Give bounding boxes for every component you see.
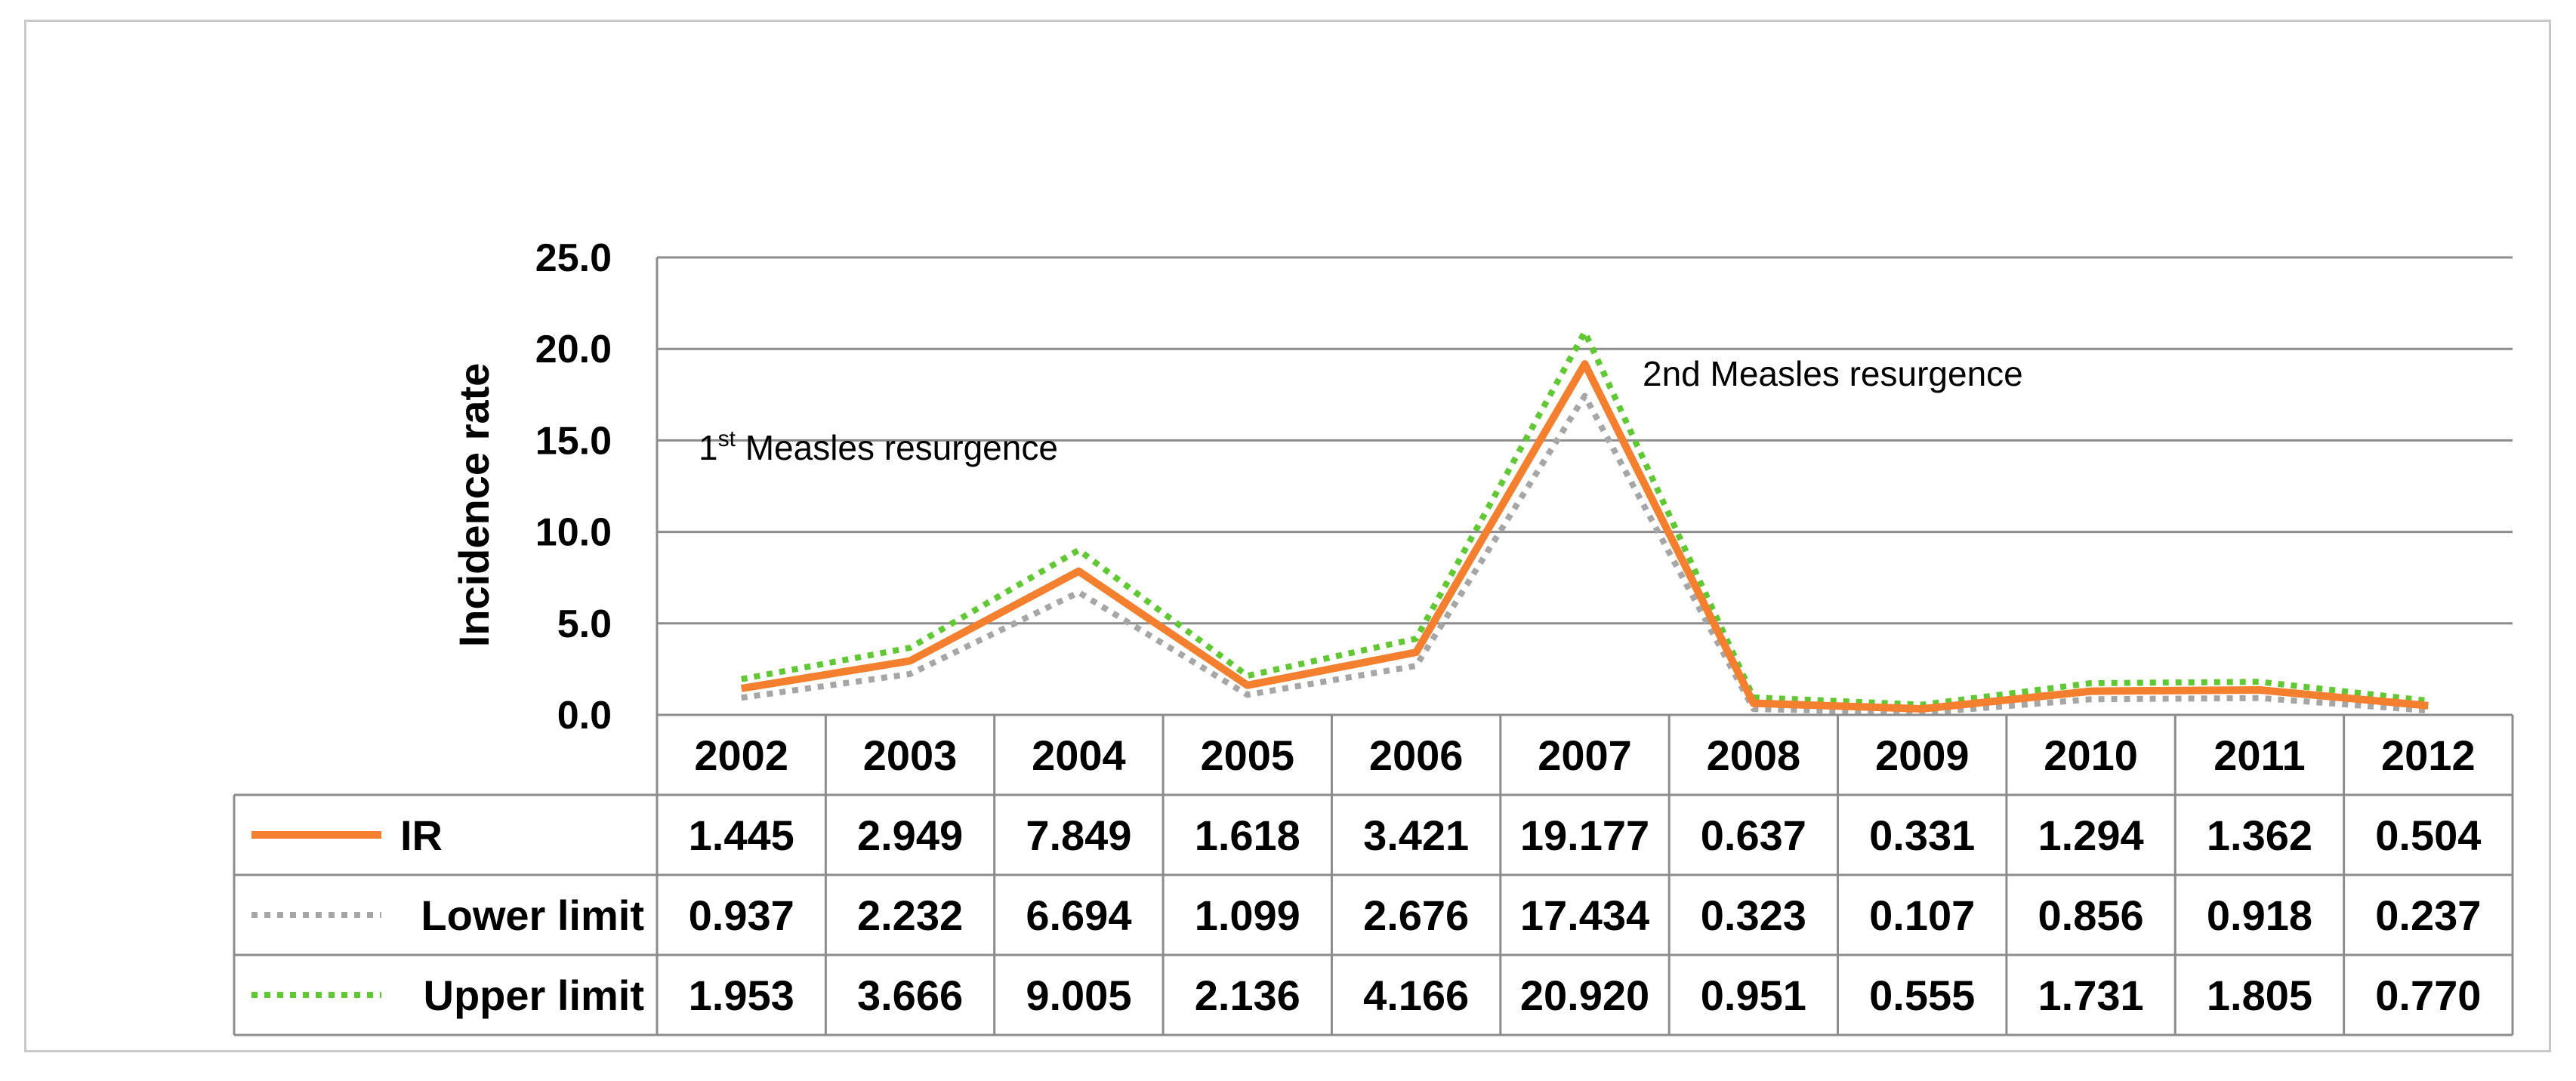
data-label: 20.920 bbox=[1520, 972, 1649, 1019]
x-tick-label: 2011 bbox=[2214, 731, 2306, 779]
data-label: 0.918 bbox=[2207, 892, 2312, 939]
data-label: 0.937 bbox=[689, 892, 794, 939]
y-tick-label: 10.0 bbox=[535, 511, 612, 555]
data-label: 0.856 bbox=[2038, 892, 2144, 939]
data-label: 2.949 bbox=[857, 812, 963, 859]
data-label: 0.331 bbox=[1869, 812, 1975, 859]
data-label: 3.666 bbox=[857, 972, 963, 1019]
annotations: 1st Measles resurgence 2nd Measles resurg… bbox=[699, 354, 2023, 467]
x-tick-label: 2005 bbox=[1200, 731, 1294, 779]
data-label: 9.005 bbox=[1026, 972, 1131, 1019]
y-tick-label: 25.0 bbox=[535, 236, 612, 280]
y-tick-label: 0.0 bbox=[557, 694, 612, 738]
data-label: 1.362 bbox=[2207, 812, 2312, 859]
legend-label-upper-limit: Upper limit bbox=[424, 972, 644, 1019]
annotation-second-resurgence: 2nd Measles resurgence bbox=[1643, 354, 2023, 393]
x-tick-label: 2002 bbox=[694, 731, 788, 779]
data-label: 1.731 bbox=[2038, 972, 2144, 1019]
data-label: 2.676 bbox=[1363, 892, 1469, 939]
data-label: 17.434 bbox=[1520, 892, 1649, 939]
data-label: 1.099 bbox=[1195, 892, 1300, 939]
data-label: 6.694 bbox=[1026, 892, 1131, 939]
legend-label-lower-limit: Lower limit bbox=[421, 892, 644, 939]
data-label: 2.136 bbox=[1195, 972, 1300, 1019]
data-label: 1.805 bbox=[2207, 972, 2312, 1019]
data-label: 19.177 bbox=[1520, 812, 1649, 859]
x-tick-label: 2010 bbox=[2044, 731, 2138, 779]
series-lines bbox=[740, 328, 2429, 716]
data-label: 0.323 bbox=[1701, 892, 1806, 939]
x-tick-label: 2003 bbox=[863, 731, 958, 779]
y-axis-label: Incidence rate bbox=[450, 363, 498, 648]
annotation-first-resurgence: 1st Measles resurgence bbox=[699, 427, 1058, 467]
series-line-ir bbox=[740, 360, 2429, 713]
data-label: 0.237 bbox=[2375, 892, 2481, 939]
data-label: 0.951 bbox=[1701, 972, 1806, 1019]
data-label: 2.232 bbox=[857, 892, 963, 939]
chart-frame: 0.0 5.0 10.0 15.0 20.0 25.0 Incidence rate 1s… bbox=[24, 20, 2551, 1052]
data-table: 2002 2003 2004 2005 2006 2007 2008 2009 2010 2011… bbox=[233, 713, 2514, 1036]
data-label: 7.849 bbox=[1026, 812, 1131, 859]
x-tick-label: 2009 bbox=[1875, 731, 1970, 779]
data-label: 1.953 bbox=[689, 972, 794, 1019]
data-label: 0.555 bbox=[1869, 972, 1975, 1019]
x-tick-label: 2007 bbox=[1538, 731, 1632, 779]
data-label: 1.294 bbox=[2038, 812, 2144, 859]
data-label: 3.421 bbox=[1363, 812, 1469, 859]
series-line-lower-limit bbox=[741, 393, 2429, 716]
legend-label-ir: IR bbox=[400, 812, 443, 859]
data-label: 4.166 bbox=[1363, 972, 1469, 1019]
data-label: 0.504 bbox=[2375, 812, 2481, 859]
data-label: 1.445 bbox=[689, 812, 794, 859]
x-tick-label: 2006 bbox=[1369, 731, 1464, 779]
x-tick-label: 2012 bbox=[2381, 731, 2476, 779]
series-line-upper-limit bbox=[740, 328, 2429, 708]
x-tick-label: 2004 bbox=[1032, 731, 1126, 779]
x-tick-label: 2008 bbox=[1707, 731, 1801, 779]
data-label: 0.770 bbox=[2375, 972, 2481, 1019]
data-label: 1.618 bbox=[1195, 812, 1300, 859]
y-tick-label: 15.0 bbox=[535, 419, 612, 463]
data-label: 0.637 bbox=[1701, 812, 1806, 859]
y-axis-ticks: 0.0 5.0 10.0 15.0 20.0 25.0 bbox=[535, 236, 612, 738]
y-tick-label: 5.0 bbox=[557, 602, 612, 646]
line-chart: 0.0 5.0 10.0 15.0 20.0 25.0 Incidence rate 1s… bbox=[233, 236, 2514, 1036]
y-tick-label: 20.0 bbox=[535, 328, 612, 371]
data-label: 0.107 bbox=[1869, 892, 1975, 939]
